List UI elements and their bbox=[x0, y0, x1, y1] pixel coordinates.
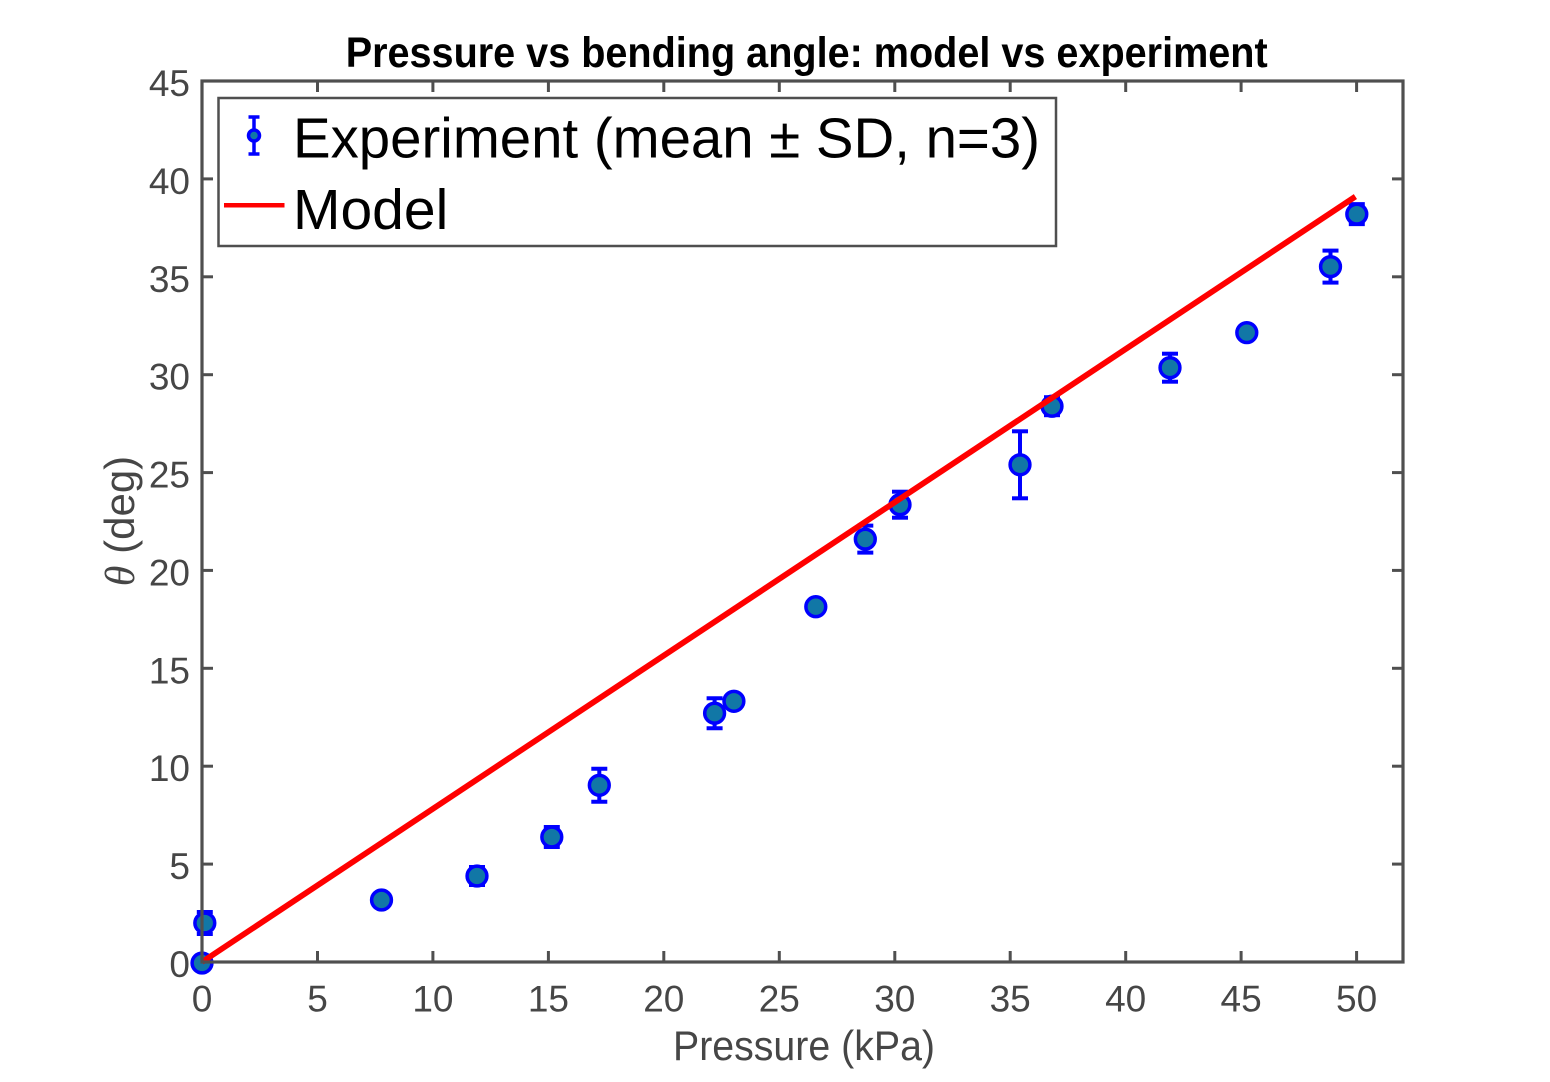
svg-text:Pressure (kPa): Pressure (kPa) bbox=[673, 1022, 935, 1069]
svg-text:45: 45 bbox=[1221, 979, 1262, 1020]
svg-text:0: 0 bbox=[169, 944, 190, 985]
svg-text:20: 20 bbox=[643, 979, 684, 1020]
svg-text:15: 15 bbox=[149, 650, 190, 691]
svg-text:40: 40 bbox=[149, 161, 190, 202]
svg-text:15: 15 bbox=[528, 979, 569, 1020]
svg-text:45: 45 bbox=[149, 63, 190, 104]
svg-text:25: 25 bbox=[759, 979, 800, 1020]
svg-text:35: 35 bbox=[149, 259, 190, 300]
svg-text:0: 0 bbox=[192, 979, 213, 1020]
svg-text:40: 40 bbox=[1105, 979, 1146, 1020]
svg-text:5: 5 bbox=[169, 846, 190, 887]
svg-text:θ (deg): θ (deg) bbox=[96, 456, 144, 586]
svg-text:10: 10 bbox=[412, 979, 453, 1020]
svg-text:20: 20 bbox=[149, 552, 190, 593]
svg-text:30: 30 bbox=[874, 979, 915, 1020]
svg-text:Experiment (mean ± SD, n=3): Experiment (mean ± SD, n=3) bbox=[293, 107, 1040, 171]
svg-text:50: 50 bbox=[1336, 979, 1377, 1020]
svg-text:30: 30 bbox=[149, 357, 190, 398]
svg-text:10: 10 bbox=[149, 748, 190, 789]
svg-text:5: 5 bbox=[307, 979, 328, 1020]
svg-text:Model: Model bbox=[293, 178, 448, 242]
svg-text:25: 25 bbox=[149, 455, 190, 496]
svg-text:35: 35 bbox=[990, 979, 1031, 1020]
svg-text:Pressure vs bending angle: mod: Pressure vs bending angle: model vs expe… bbox=[346, 29, 1268, 77]
